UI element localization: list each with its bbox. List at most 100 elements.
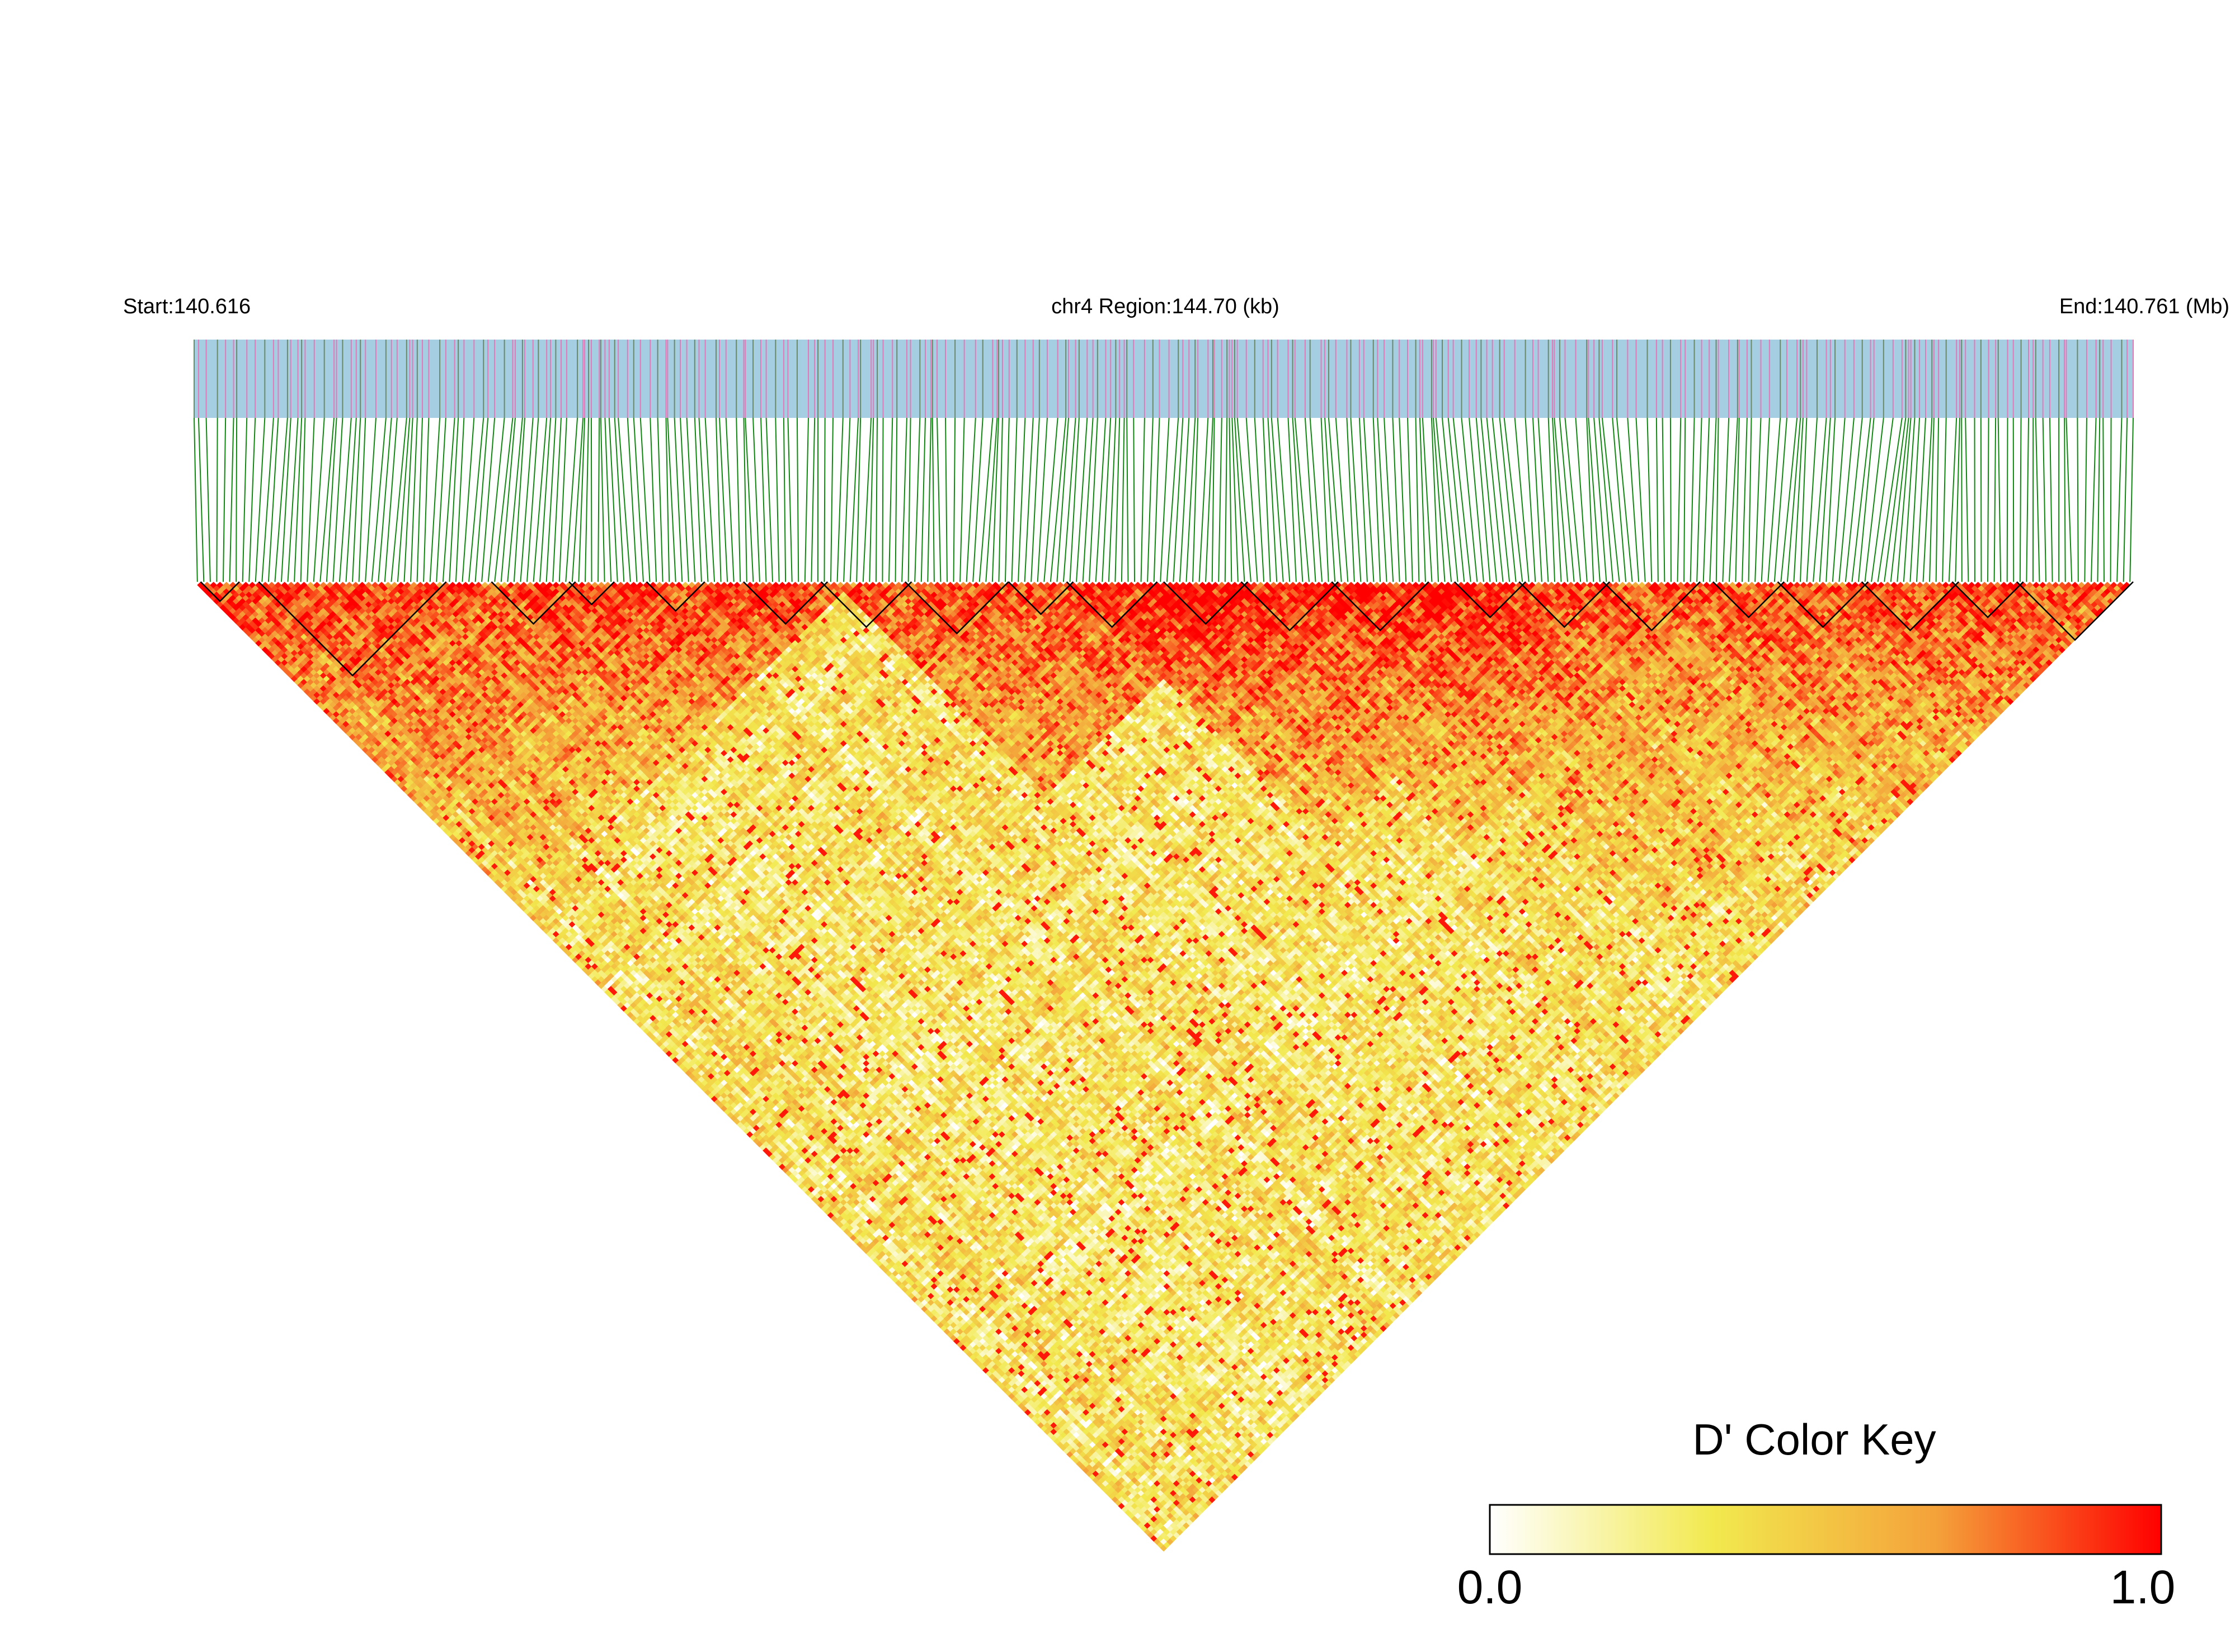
snp-connector-line <box>294 418 302 582</box>
snp-connector-line <box>1663 418 1665 582</box>
snp-connector-line <box>1677 418 1681 582</box>
snp-connector-line <box>462 418 474 582</box>
snp-connector-line <box>784 418 785 582</box>
snp-connector-line <box>753 418 760 582</box>
snp-connector-line <box>1423 418 1432 582</box>
snp-connector-line <box>206 418 210 582</box>
snp-connector-line <box>1936 418 1939 582</box>
snp-connector-line <box>2064 418 2065 582</box>
snp-connector-line <box>1218 418 1222 582</box>
snp-connector-line <box>1538 418 1549 582</box>
snp-connector-line <box>1083 418 1093 582</box>
snp-connector-line <box>889 418 892 582</box>
snp-connector-line <box>921 418 925 582</box>
snp-connector-line <box>736 418 740 582</box>
snp-connector-line <box>831 418 833 582</box>
snp-connector-line <box>1347 418 1354 582</box>
snp-connector-line <box>346 418 356 582</box>
snp-connector-line <box>811 418 815 582</box>
snp-connector-line <box>675 418 683 582</box>
snp-connector-line <box>726 418 734 582</box>
snp-connector-line <box>954 418 956 582</box>
snp-connector-line <box>882 418 883 582</box>
snp-connector-line <box>598 418 599 582</box>
snp-connector-line <box>1232 418 1238 582</box>
snp-connector-line <box>1998 418 2001 582</box>
snp-connector-line <box>1160 418 1169 582</box>
snp-connector-line <box>1012 418 1017 582</box>
snp-connector-line <box>1762 418 1770 582</box>
snp-connector-line <box>1005 418 1009 582</box>
snp-connector-line <box>1710 418 1716 582</box>
snp-connector-line <box>1212 418 1215 582</box>
snp-connector-line <box>2036 418 2040 582</box>
snp-connector-line <box>1994 418 1996 582</box>
snp-connector-line <box>658 418 663 582</box>
snp-connector-line <box>2066 418 2072 582</box>
snp-connector-line <box>378 418 391 582</box>
snp-connector-line <box>1949 418 1956 582</box>
snp-connector-line <box>1321 418 1329 582</box>
snp-connector-line <box>2026 418 2029 582</box>
snp-connector-line <box>775 418 779 582</box>
snp-connector-line <box>945 418 947 582</box>
snp-connector-line <box>359 418 366 582</box>
snp-connector-line <box>1716 418 1719 582</box>
snp-connector-line <box>199 418 204 582</box>
snp-connector-line <box>1775 418 1787 582</box>
snp-connector-line <box>1408 418 1413 582</box>
snp-connector-line <box>909 418 911 582</box>
snp-connector-line <box>2130 418 2133 582</box>
snp-connector-line <box>520 418 533 582</box>
snp-connector-line <box>194 418 197 582</box>
snp-connector-line <box>999 418 1003 582</box>
snp-connector-line <box>585 418 589 582</box>
snp-connector-line <box>591 418 592 582</box>
snp-connector-line <box>249 418 255 582</box>
snp-connector-line <box>2124 418 2127 582</box>
snp-connector-line <box>837 418 843 582</box>
snp-connector-line <box>1884 418 1905 582</box>
snp-connector-line <box>1229 418 1231 582</box>
snp-connector-line <box>902 418 907 582</box>
snp-connector-line <box>1704 418 1709 582</box>
snp-connector-line <box>824 418 825 582</box>
snp-connector-line <box>1657 418 1658 582</box>
snp-connector-line <box>1988 418 1989 582</box>
snp-connector-line <box>1755 418 1761 582</box>
region-end-label: End:140.761 (Mb) <box>2059 295 2229 318</box>
snp-connector-line <box>937 418 940 582</box>
snp-connector-line <box>223 418 225 582</box>
snp-connector-line <box>514 418 525 582</box>
snp-connector-line <box>566 418 577 582</box>
snp-connector-line <box>1122 418 1124 582</box>
snp-connector-line <box>301 418 305 582</box>
snp-connector-line <box>488 418 505 582</box>
snp-connector-line <box>1359 418 1367 582</box>
snp-connector-line <box>1648 418 1652 582</box>
snp-connector-line <box>1723 418 1729 582</box>
snp-connector-line <box>417 418 422 582</box>
snp-connector-line <box>1469 418 1484 582</box>
snp-connector-line <box>1351 418 1361 582</box>
snp-connector-line <box>1392 418 1399 582</box>
snp-connector-line <box>1018 418 1025 582</box>
snp-connector-line <box>352 418 360 582</box>
snp-connector-line <box>230 418 234 582</box>
snp-connector-line <box>797 418 798 582</box>
snp-connector-line <box>534 418 547 582</box>
snp-connector-line <box>896 418 897 582</box>
snp-connector-line <box>1336 418 1348 582</box>
snp-connector-line <box>933 418 934 582</box>
snp-connector-line <box>1167 418 1178 582</box>
snp-connector-line <box>2007 418 2008 582</box>
snp-connector-line <box>385 418 397 582</box>
snp-connector-line <box>1278 418 1290 582</box>
snp-connector-line <box>2043 418 2046 582</box>
snp-connector-line <box>2097 418 2100 582</box>
snp-connector-line <box>1820 418 1831 582</box>
snp-connector-line <box>1096 418 1106 582</box>
snp-connector-line <box>424 418 429 582</box>
snp-connector-line <box>1846 418 1862 582</box>
